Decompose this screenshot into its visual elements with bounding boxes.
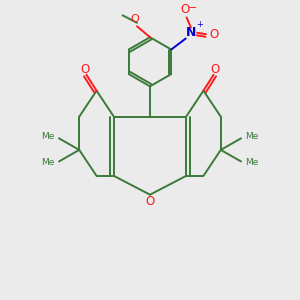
Text: O: O [181, 3, 190, 16]
Text: Me: Me [41, 158, 55, 167]
Text: Me: Me [41, 132, 55, 141]
Text: O: O [146, 194, 154, 208]
Text: O: O [210, 62, 220, 76]
Text: O: O [209, 28, 219, 41]
Text: Me: Me [245, 132, 259, 141]
Text: Me: Me [245, 158, 259, 167]
Text: +: + [196, 20, 203, 28]
Text: O: O [80, 62, 90, 76]
Text: N: N [186, 26, 196, 39]
Text: O: O [130, 14, 139, 24]
Text: −: − [188, 3, 198, 13]
